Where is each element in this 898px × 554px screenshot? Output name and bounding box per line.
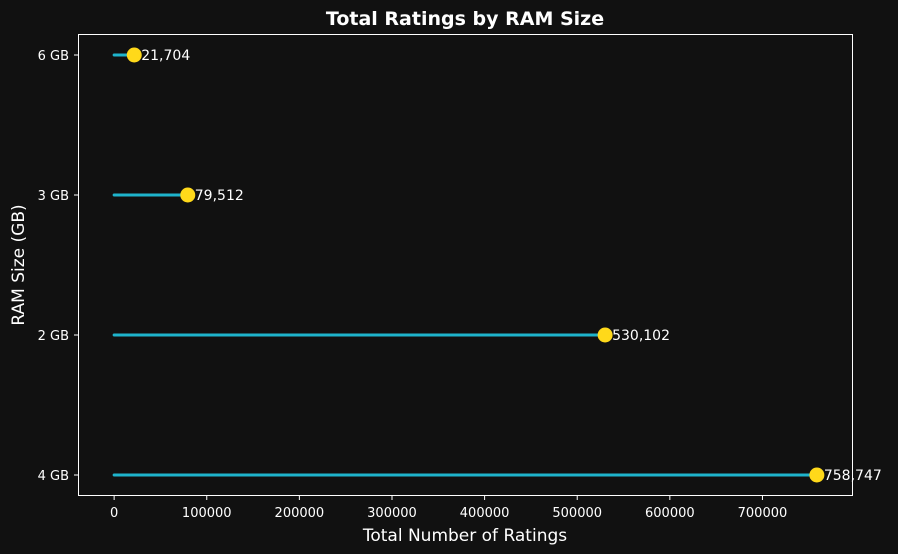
- x-axis-ticks: 0 100000 200000 300000 400000 500000 600000 700…: [110, 495, 787, 521]
- lollipop-marker: [809, 467, 825, 483]
- x-tick-label: 400000: [460, 506, 510, 521]
- data-marks: 758,747 530,102 79,512 21,704: [112, 47, 882, 484]
- lollipop-marker: [180, 187, 196, 203]
- lollipop-marker: [597, 327, 613, 343]
- plot-area: [78, 34, 853, 496]
- y-axis-label: RAM Size (GB): [9, 204, 29, 325]
- x-tick-label: 500000: [552, 506, 602, 521]
- x-axis-label: Total Number of Ratings: [362, 526, 567, 546]
- x-tick-label: 600000: [645, 506, 695, 521]
- y-tick-label: 6 GB: [38, 49, 69, 64]
- data-label: 21,704: [141, 48, 190, 64]
- y-axis-ticks: 4 GB 2 GB 3 GB 6 GB: [38, 49, 79, 484]
- data-label: 79,512: [195, 188, 244, 204]
- x-tick-label: 300000: [367, 506, 417, 521]
- x-tick-label: 100000: [182, 506, 232, 521]
- y-tick-label: 3 GB: [38, 189, 69, 204]
- x-tick-label: 0: [110, 506, 118, 521]
- data-label: 758,747: [824, 468, 882, 484]
- chart-title: Total Ratings by RAM Size: [326, 8, 604, 30]
- y-tick-label: 4 GB: [38, 469, 69, 484]
- x-tick-label: 700000: [738, 506, 788, 521]
- x-tick-label: 200000: [275, 506, 325, 521]
- lollipop-marker: [126, 47, 142, 63]
- y-tick-label: 2 GB: [38, 329, 69, 344]
- data-label: 530,102: [612, 328, 670, 344]
